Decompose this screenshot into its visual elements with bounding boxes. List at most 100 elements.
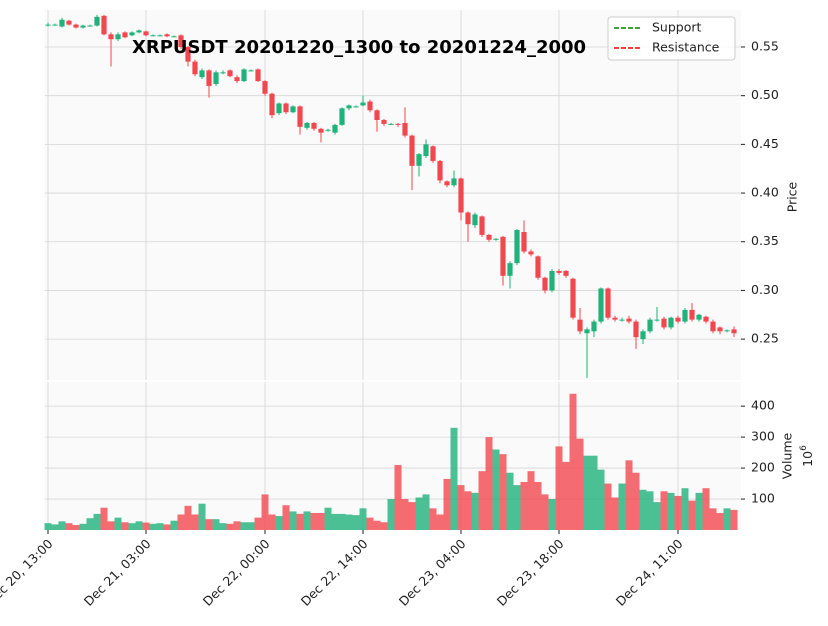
candle-body: [276, 103, 282, 114]
candle-body: [640, 331, 646, 340]
volume-bar: [646, 491, 654, 530]
volume-bar: [219, 523, 227, 530]
volume-bar: [142, 522, 150, 530]
candle-body: [115, 34, 121, 40]
volume-bar: [331, 513, 339, 530]
candle-body: [402, 122, 408, 136]
candle-body: [507, 263, 513, 276]
candle-body: [269, 93, 275, 116]
volume-bar: [373, 520, 381, 530]
volume-bar: [520, 482, 528, 530]
volume-bar: [86, 518, 94, 530]
volume-bar: [205, 519, 213, 530]
volume-bar: [135, 521, 143, 530]
candle-body: [199, 70, 205, 78]
volume-bar: [380, 522, 388, 530]
volume-bar: [429, 508, 437, 530]
candle-body: [577, 319, 583, 332]
candle-body: [66, 20, 72, 25]
candle-body: [227, 70, 233, 77]
y-tick-label: 0.40: [751, 185, 779, 200]
volume-bar: [408, 502, 416, 530]
candle-body: [388, 123, 394, 125]
volume-bar: [345, 514, 353, 530]
volume-bar: [632, 472, 640, 530]
candle-body: [542, 277, 548, 291]
candle-body: [584, 329, 590, 334]
candle-body: [395, 123, 401, 125]
volume-bar: [275, 516, 283, 530]
candle-body: [87, 25, 93, 27]
candle-body: [563, 270, 569, 276]
volume-bar: [457, 485, 465, 530]
volume-bar: [65, 523, 73, 530]
candle-body: [437, 160, 443, 181]
volume-bar: [72, 525, 80, 530]
volume-bar: [114, 517, 122, 530]
volume-bar: [688, 500, 696, 530]
y-tick-label: 0.35: [751, 233, 779, 248]
volume-bar: [149, 523, 157, 530]
candle-body: [598, 288, 604, 322]
candle-body: [675, 317, 681, 322]
volume-bar: [534, 482, 542, 530]
candle-body: [360, 102, 366, 106]
candle-body: [157, 35, 163, 37]
volume-bar: [464, 491, 472, 530]
candle-body: [94, 16, 100, 26]
volume-bar: [177, 514, 185, 530]
candle-body: [654, 319, 660, 321]
x-tick-label: Dec 22, 00:00: [200, 536, 273, 609]
candle-body: [73, 24, 79, 28]
candle-body: [304, 122, 310, 128]
candle-body: [45, 24, 51, 26]
candle-body: [409, 135, 415, 166]
candle-body: [164, 34, 170, 37]
volume-bar: [303, 511, 311, 530]
candle-body: [290, 106, 296, 113]
y-tick-label: 0.25: [751, 331, 779, 346]
candle-body: [297, 106, 303, 127]
candle-body: [500, 236, 506, 276]
volume-bar: [107, 521, 115, 530]
volume-bar: [247, 522, 255, 530]
y-tick-label: 0.45: [751, 136, 779, 151]
volume-bar: [541, 494, 549, 530]
volume-bar: [450, 427, 458, 530]
candle-body: [451, 178, 457, 186]
x-tick-label: Dec 22, 14:00: [298, 536, 371, 609]
volume-bar: [191, 514, 199, 530]
x-tick-label: Dec 21, 03:00: [81, 536, 154, 609]
price-axis-label: Price: [785, 181, 800, 212]
volume-bar: [443, 478, 451, 530]
candle-body: [213, 72, 219, 84]
volume-bar: [184, 505, 192, 530]
volume-bar: [44, 523, 52, 530]
volume-bar: [590, 455, 598, 530]
volume-bar: [121, 522, 129, 530]
candle-body: [528, 251, 534, 255]
candle-body: [626, 318, 632, 322]
candle-body: [668, 317, 674, 328]
candle-body: [101, 15, 107, 35]
volume-bar: [79, 523, 87, 530]
volume-bar: [324, 507, 332, 530]
candle-body: [234, 77, 240, 82]
candle-body: [325, 129, 331, 131]
candle-body: [444, 181, 450, 186]
y-tick-label: 0.50: [751, 87, 779, 102]
volume-bar: [667, 492, 675, 530]
volume-bar: [611, 497, 619, 530]
volume-bar: [268, 514, 276, 530]
volume-bar: [100, 507, 108, 530]
candle-body: [731, 329, 737, 334]
candle-body: [143, 31, 149, 36]
candle-body: [696, 314, 702, 320]
volume-bar: [352, 515, 360, 530]
volume-bar: [569, 393, 577, 530]
volume-bar: [702, 488, 710, 530]
candle-body: [122, 32, 128, 38]
y-tick-label: 0.30: [751, 282, 779, 297]
candle-body: [332, 124, 338, 133]
volume-bar: [387, 499, 395, 530]
